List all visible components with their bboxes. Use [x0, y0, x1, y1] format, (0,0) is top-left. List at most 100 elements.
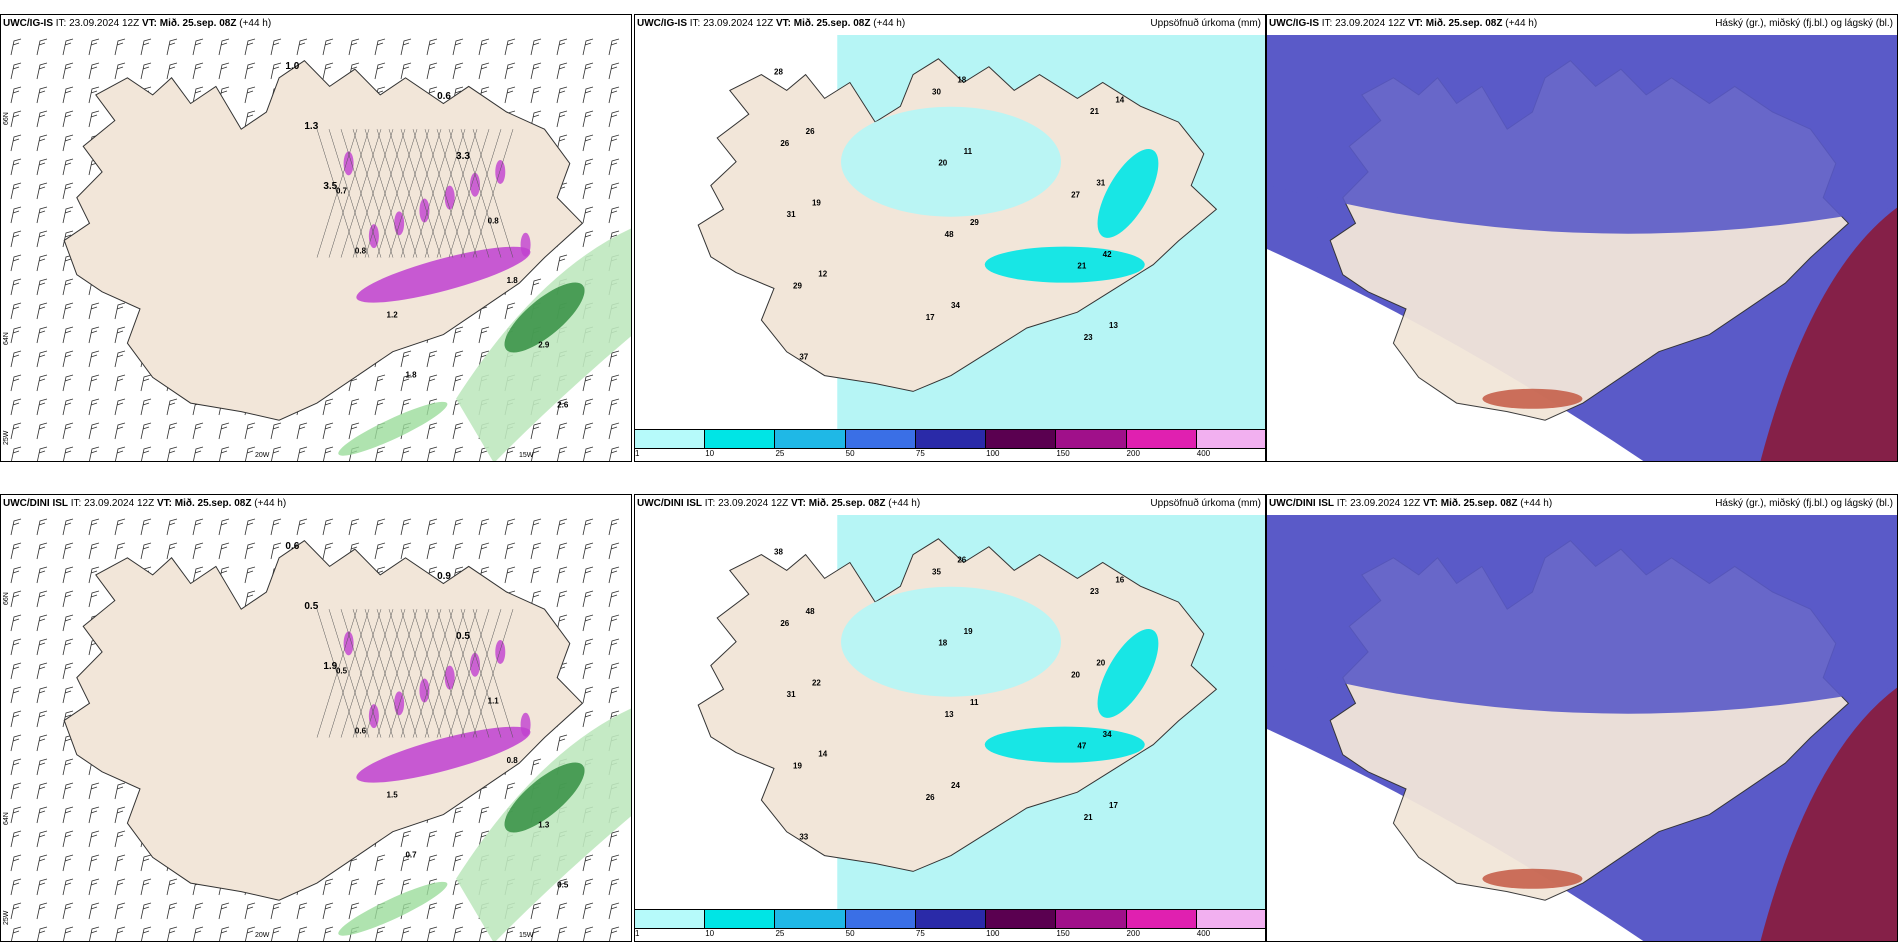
- valid-label: VT:: [156, 498, 172, 509]
- precip-value-label: 26: [957, 556, 966, 565]
- precip-value-label: 29: [970, 218, 979, 227]
- colorbar-label: 150: [1056, 929, 1070, 938]
- model-name: UWC/IG-IS: [637, 18, 687, 29]
- precip-title: Uppsöfnuð úrkoma (mm): [1150, 498, 1261, 509]
- precip-value-label: 21: [1090, 107, 1099, 116]
- colorbar-label: 1: [635, 449, 640, 458]
- colorbar-swatch: [845, 430, 916, 448]
- lat-label-top: 66N: [3, 112, 10, 125]
- init-time: IT: 23.09.2024 12Z: [55, 18, 140, 29]
- valid-label: VT:: [790, 498, 806, 509]
- colorbar-label: 75: [915, 929, 925, 938]
- colorbar-swatch: [845, 910, 916, 928]
- precip-value-label: 26: [926, 793, 935, 802]
- colorbar-label: 25: [775, 929, 785, 938]
- panel-title: UWC/IG-IS IT: 23.09.2024 12Z VT: Mið. 25…: [3, 18, 271, 30]
- valid-label: VT:: [1407, 18, 1423, 29]
- colorbar-label: 150: [1056, 449, 1070, 458]
- precip-panel-1: UWC/IG-IS IT: 23.09.2024 12Z VT: Mið. 25…: [634, 14, 1266, 462]
- precip-panel-2: UWC/DINI ISL IT: 23.09.2024 12Z VT: Mið.…: [634, 494, 1266, 942]
- valid-label: VT:: [1422, 498, 1438, 509]
- precip-value-label: 17: [926, 313, 935, 322]
- precip-value-label: 28: [774, 68, 783, 77]
- lead-time: (+44 h): [1520, 498, 1553, 509]
- colorbar-label: 100: [986, 929, 1000, 938]
- wind-value-label: 0.8: [488, 216, 500, 225]
- colorbar-label: 100: [986, 449, 1000, 458]
- lead-time: (+44 h): [239, 18, 272, 29]
- colorbar-swatch: [1056, 910, 1127, 928]
- precip-value-label: 26: [780, 619, 789, 628]
- valid-label: VT:: [775, 18, 791, 29]
- wind-value-label: 0.9: [437, 571, 451, 582]
- precip-value-label: 21: [1077, 262, 1086, 271]
- precip-value-label: 37: [799, 353, 808, 362]
- valid-label: VT:: [141, 18, 157, 29]
- lon-label-right: 15W: [519, 932, 534, 939]
- precip-value-label: 47: [1077, 742, 1086, 751]
- valid-time: Mið. 25.sep. 08Z: [793, 18, 871, 29]
- precip-value-label: 31: [787, 690, 796, 699]
- precip-value-label: 19: [964, 627, 973, 636]
- precip-value-label: 33: [799, 833, 808, 842]
- map: 0.60.51.50.91.11.30.50.60.70.50.80.51.9: [10, 518, 631, 941]
- model-name: UWC/IG-IS: [1269, 18, 1319, 29]
- colorbar: [635, 429, 1265, 449]
- wind-value-label: 0.6: [437, 91, 451, 102]
- colorbar-swatch: [705, 910, 776, 928]
- colorbar-label: 25: [775, 449, 785, 458]
- colorbar-label: 1: [635, 929, 640, 938]
- precip-value-label: 21: [1084, 813, 1093, 822]
- colorbar-swatch: [705, 430, 776, 448]
- wind-value-label: 1.3: [538, 820, 550, 829]
- wind-value-label: 1.5: [387, 790, 399, 799]
- wind-value-label: 0.8: [507, 756, 519, 765]
- colorbar-swatch: [1056, 430, 1127, 448]
- lead-time: (+44 h): [254, 498, 287, 509]
- precip-value-label: 26: [780, 139, 789, 148]
- precip-value-label: 34: [1103, 730, 1112, 739]
- wind-value-label: 1.3: [304, 121, 318, 132]
- precip-value-label: 20: [938, 159, 947, 168]
- colorbar-swatch: [635, 910, 706, 928]
- model-name: UWC/DINI ISL: [637, 498, 702, 509]
- precip-value-label: 12: [818, 270, 827, 279]
- precip-value-label: 16: [1115, 575, 1124, 584]
- precip-value-label: 20: [1071, 670, 1080, 679]
- precip-value-label: 19: [793, 761, 802, 770]
- wind-value-label: 0.6: [355, 726, 367, 735]
- colorbar-label: 75: [915, 449, 925, 458]
- map: 38 20 26 26 47 35 31 21 18 19 23 13 33 20 24 48 34 26 22 17…: [635, 515, 1265, 911]
- lon-label-left: 20W: [255, 452, 270, 459]
- colorbar-swatch: [1196, 910, 1265, 928]
- colorbar-swatch: [915, 430, 987, 448]
- panel-title: UWC/DINI ISL IT: 23.09.2024 12Z VT: Mið.…: [637, 498, 920, 510]
- model-name: UWC/DINI ISL: [3, 498, 68, 509]
- precip-value-label: 29: [793, 281, 802, 290]
- wind-panel-2: UWC/DINI ISL IT: 23.09.2024 12Z VT: Mið.…: [0, 494, 632, 942]
- lon-label-right: 15W: [519, 452, 534, 459]
- precip-value-label: 26: [806, 127, 815, 136]
- init-time: IT: 23.09.2024 12Z: [689, 18, 774, 29]
- colorbar: [635, 909, 1265, 929]
- valid-time: Mið. 25.sep. 08Z: [1425, 18, 1503, 29]
- wind-value-label: 1.8: [405, 370, 417, 379]
- precip-value-label: 31: [787, 210, 796, 219]
- precip-value-label: 13: [1109, 321, 1118, 330]
- lead-time: (+44 h): [1505, 18, 1538, 29]
- wind-value-label: 3.3: [456, 151, 470, 162]
- init-time: IT: 23.09.2024 12Z: [70, 498, 155, 509]
- precip-value-label: 23: [1090, 587, 1099, 596]
- precip-value-label: 22: [812, 678, 821, 687]
- precip-value-label: 19: [812, 198, 821, 207]
- map: 1.0 0.7 1.2 0.6 0.8 2.9 1.3 0.8 1.8 3.3 1.8 2.6 3.5: [10, 38, 631, 461]
- precip-value-label: 17: [1109, 801, 1118, 810]
- wind-value-label: 0.5: [336, 666, 348, 675]
- precip-value-label: 30: [932, 87, 941, 96]
- precip-value-label: 14: [1115, 95, 1124, 104]
- wind-value-label: 2.6: [557, 400, 569, 409]
- lat-label-mid: 64N: [3, 332, 10, 345]
- lead-time: (+44 h): [873, 18, 906, 29]
- map: 28 27 17 26 21 30 31 23 20 29 21 48 37 31 34 26 42 18 19 13…: [635, 35, 1265, 431]
- colorbar-swatch: [986, 430, 1057, 448]
